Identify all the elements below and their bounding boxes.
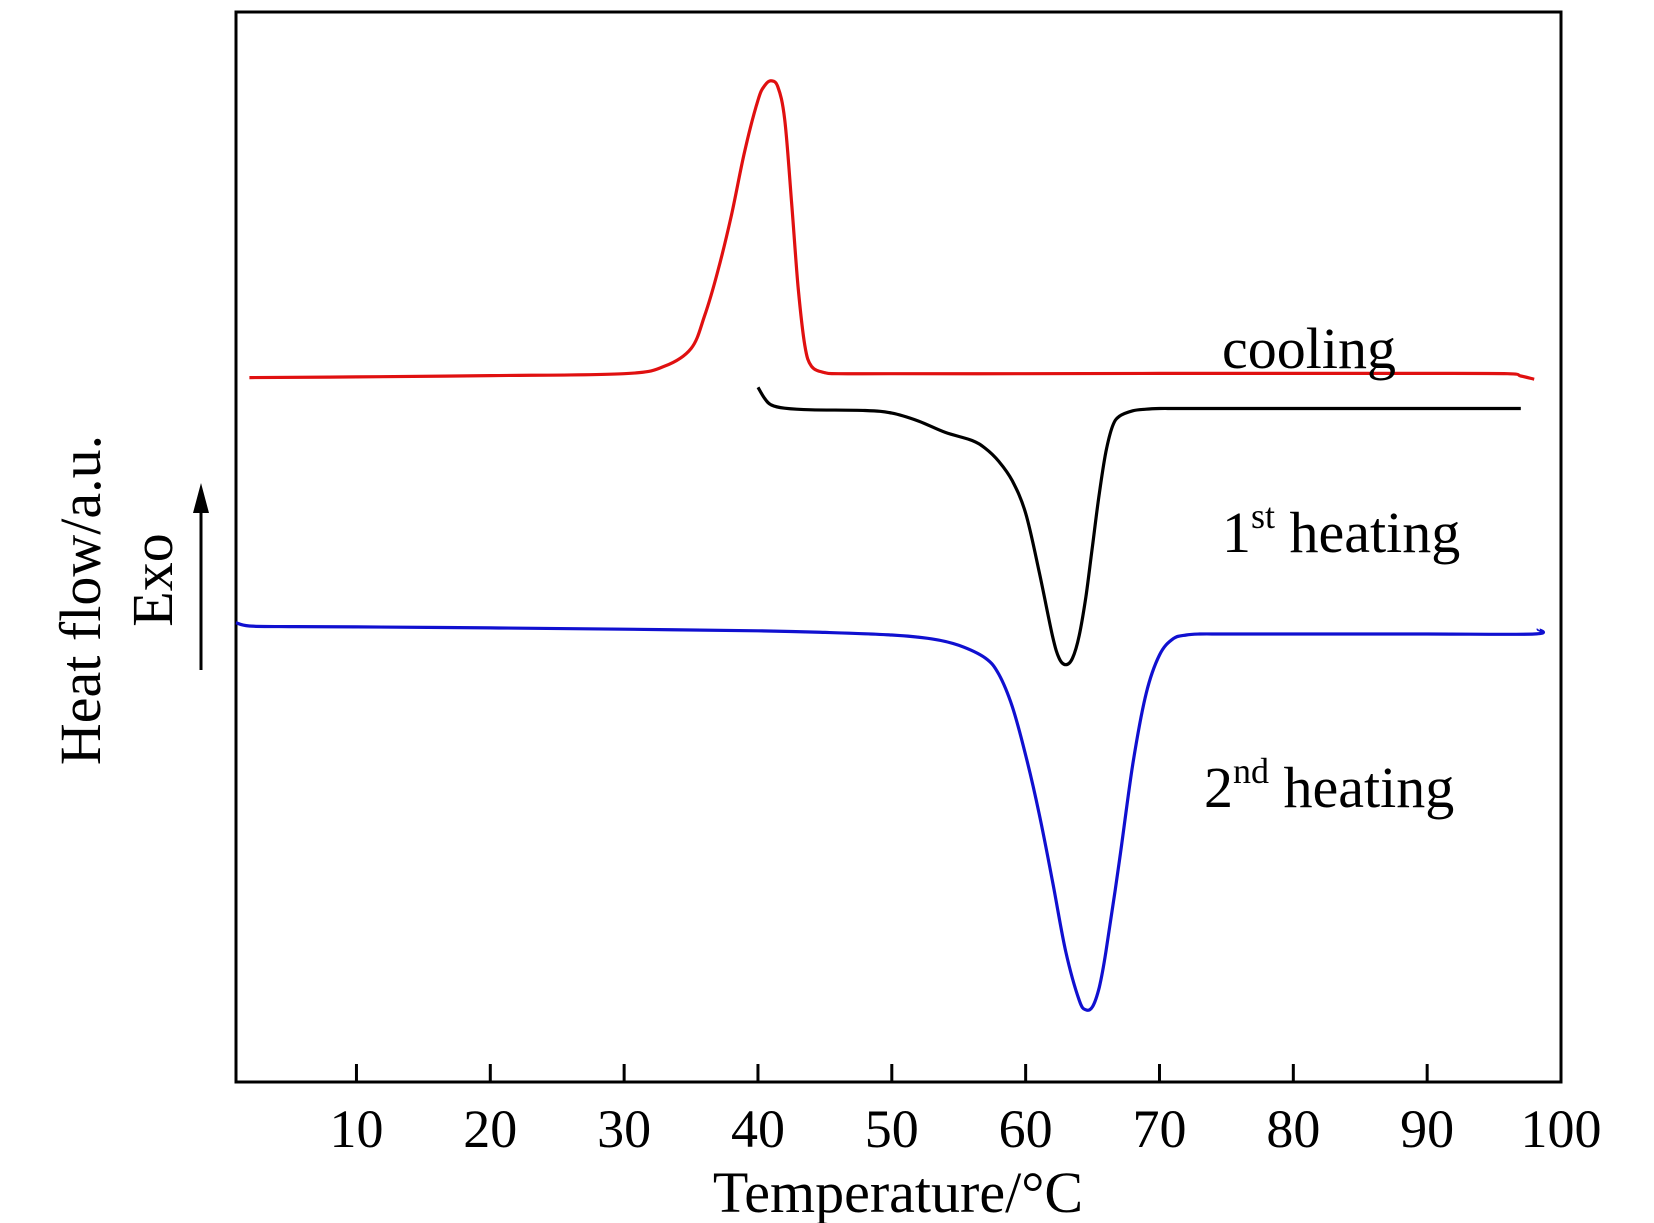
y-axis-title: Heat flow/a.u. [48, 435, 113, 765]
x-tick-label: 100 [1521, 1099, 1602, 1159]
series-line-2nd-heating [235, 621, 1546, 1012]
x-tick-label: 90 [1400, 1099, 1454, 1159]
exo-arrow-icon [193, 483, 209, 670]
series-lines [235, 79, 1546, 1012]
x-tick-label: 10 [329, 1099, 383, 1159]
x-tick-label: 20 [463, 1099, 517, 1159]
x-tick-label: 70 [1132, 1099, 1186, 1159]
series-label-2nd-heating: 2nd heating [1204, 751, 1454, 820]
x-tick-label: 40 [731, 1099, 785, 1159]
x-tick-label: 80 [1266, 1099, 1320, 1159]
series-line-1st-heating [756, 386, 1521, 667]
x-tick-labels: 10 20 30 40 50 60 70 80 90 100 [329, 1099, 1601, 1159]
x-ticks [354, 1064, 1563, 1082]
x-tick-label: 50 [865, 1099, 919, 1159]
exo-label: Exo [120, 533, 185, 626]
x-tick-label: 30 [597, 1099, 651, 1159]
series-label-1st-heating: 1st heating [1222, 496, 1460, 565]
plot-frame [234, 10, 1563, 1084]
x-tick-label: 60 [999, 1099, 1053, 1159]
series-label-cooling: cooling [1222, 316, 1396, 381]
series-line-cooling [249, 79, 1535, 381]
x-axis-title: Temperature/°C [713, 1160, 1083, 1223]
series-labels: cooling 1st heating 2nd heating [1204, 316, 1460, 820]
